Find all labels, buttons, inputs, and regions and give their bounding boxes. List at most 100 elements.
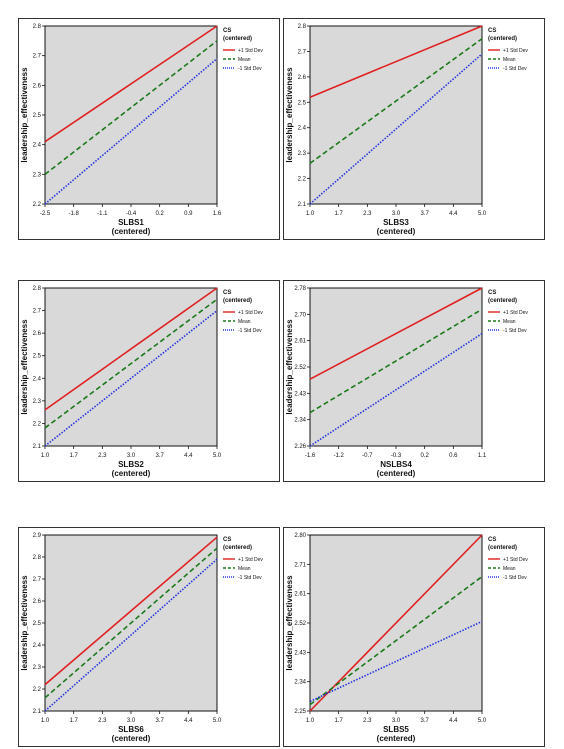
- y-tick-label: 2.7: [298, 49, 307, 55]
- chart-svg: 2.26 2.34 2.43 2.52 2.61 2.70 2.78 -1.6 -1.2 -0.7…: [283, 280, 545, 482]
- x-axis-title: SLBS1: [118, 218, 144, 227]
- legend-entry: -1 Std Dev: [503, 328, 527, 334]
- x-tick-label: 1.7: [69, 453, 78, 459]
- y-tick-label: 2.71: [294, 562, 306, 568]
- x-tick-label: 2.3: [98, 718, 107, 724]
- y-tick-label: 2.6: [33, 331, 42, 337]
- series-line-mean: [309, 308, 483, 414]
- y-tick-label: 2.3: [298, 151, 307, 157]
- y-tick-label: 2.4: [33, 143, 42, 149]
- x-tick-label: 1.0: [306, 718, 315, 724]
- x-tick-label: -0.3: [391, 453, 402, 459]
- legend-title: CS: [488, 28, 496, 34]
- x-tick-label: 2.3: [363, 211, 372, 217]
- legend-title: CS: [223, 28, 231, 34]
- x-axis-title: SLBS6: [118, 725, 144, 734]
- y-tick-label: 2.2: [33, 421, 42, 427]
- legend-subtitle: (centered): [223, 545, 252, 551]
- x-tick-label: 3.0: [392, 718, 401, 724]
- y-tick-label: 2.5: [33, 621, 42, 627]
- series-line-minus-1-std-dev: [44, 309, 218, 447]
- y-tick-label: 2.8: [33, 24, 42, 30]
- y-tick-label: 2.78: [294, 286, 306, 292]
- y-tick-label: 2.1: [33, 444, 42, 450]
- x-axis-title: SLBS5: [383, 725, 409, 734]
- x-axis-title: SLBS2: [118, 460, 144, 469]
- legend-title: CS: [223, 537, 231, 543]
- y-tick-label: 2.7: [33, 309, 42, 315]
- x-tick-label: 3.7: [420, 718, 429, 724]
- legend-entry: +1 Std Dev: [503, 557, 528, 563]
- x-tick-label: 1.0: [41, 453, 50, 459]
- series-line-minus-1-std-dev: [44, 558, 218, 712]
- y-axis-title: leadership_effectiveness: [20, 319, 29, 415]
- x-tick-label: 3.7: [155, 453, 164, 459]
- x-tick-label: 0.2: [420, 453, 429, 459]
- x-tick-label: 4.4: [184, 453, 193, 459]
- chart-svg: 2.25 2.34 2.43 2.52 2.61 2.71 2.80 1.0 1.7 2.3 3.0…: [283, 527, 545, 747]
- legend-entry: Mean: [503, 319, 516, 325]
- chart-panel-nslbs4: 2.26 2.34 2.43 2.52 2.61 2.70 2.78 -1.6 -1.2 -0.7…: [283, 280, 545, 482]
- y-tick-label: 2.43: [294, 391, 306, 397]
- legend-subtitle: (centered): [223, 36, 252, 42]
- y-tick-label: 2.70: [294, 312, 306, 318]
- legend-entry: -1 Std Dev: [503, 575, 527, 581]
- y-tick-label: 2.2: [33, 687, 42, 693]
- x-tick-label: 0.6: [449, 453, 458, 459]
- series-line-minus-1-std-dev: [309, 53, 483, 205]
- series-line-mean: [44, 547, 218, 699]
- legend-entry: +1 Std Dev: [503, 310, 528, 316]
- y-tick-label: 2.8: [33, 555, 42, 561]
- x-tick-label: 4.4: [184, 718, 193, 724]
- x-tick-label: 3.0: [392, 211, 401, 217]
- chart-panel-slbs2: 2.1 2.2 2.3 2.4 2.5 2.6 2.7 2.8 1.0 1.7 2.3 3.0 3.7 4…: [18, 280, 280, 482]
- y-tick-label: 2.43: [294, 650, 306, 656]
- y-tick-label: 2.5: [33, 113, 42, 119]
- y-tick-label: 2.2: [298, 177, 307, 183]
- series-line-plus-1-std-dev: [309, 534, 483, 712]
- y-axis-title: leadership_effectiveness: [285, 67, 294, 163]
- y-tick-label: 2.34: [294, 418, 306, 424]
- chart-svg: 2.1 2.2 2.3 2.4 2.5 2.6 2.7 2.8 2.9 1.0 1.7 2.3 3.0 3…: [18, 527, 280, 747]
- x-tick-label: -1.6: [305, 453, 316, 459]
- series-line-plus-1-std-dev: [44, 536, 218, 686]
- legend-entry: +1 Std Dev: [238, 310, 263, 316]
- y-tick-label: 2.6: [33, 599, 42, 605]
- x-tick-label: 4.4: [449, 211, 458, 217]
- chart-panel-slbs5: 2.25 2.34 2.43 2.52 2.61 2.71 2.80 1.0 1.7 2.3 3.0…: [283, 527, 545, 747]
- plot-area: [44, 287, 218, 447]
- y-tick-label: 2.61: [294, 339, 306, 345]
- y-tick-label: 2.5: [33, 354, 42, 360]
- y-tick-label: 2.3: [33, 172, 42, 178]
- legend-entry: Mean: [238, 57, 251, 63]
- series-line-mean: [309, 575, 483, 706]
- x-axis-subtitle: (centered): [377, 469, 416, 478]
- x-tick-label: 1.1: [478, 453, 487, 459]
- legend-entry: +1 Std Dev: [503, 48, 528, 54]
- y-tick-label: 2.5: [298, 100, 307, 106]
- y-axis-title: leadership_effectiveness: [20, 575, 29, 671]
- legend-title: CS: [488, 537, 496, 543]
- x-axis-subtitle: (centered): [112, 469, 151, 478]
- chart-panel-slbs1: 2.2 2.3 2.4 2.5 2.6 2.7 2.8 -2.5 -1.8 -1.1 -0.4 0.2…: [18, 18, 280, 240]
- series-line-plus-1-std-dev: [44, 25, 218, 143]
- legend-entry: Mean: [503, 566, 516, 572]
- legend-entry: -1 Std Dev: [238, 575, 262, 581]
- y-tick-label: 2.52: [294, 621, 306, 627]
- y-axis-title: leadership_effectiveness: [285, 319, 294, 415]
- series-line-mean: [44, 298, 218, 429]
- series-line-minus-1-std-dev: [309, 332, 483, 447]
- legend-entry: Mean: [238, 319, 251, 325]
- legend-entry: -1 Std Dev: [238, 66, 262, 72]
- x-tick-label: 5.0: [213, 453, 222, 459]
- x-tick-label: 0.2: [155, 211, 164, 217]
- y-tick-label: 2.52: [294, 365, 306, 371]
- legend-title: CS: [223, 290, 231, 296]
- y-tick-label: 2.6: [298, 75, 307, 81]
- y-tick-label: 2.9: [33, 533, 42, 539]
- chart-panel-slbs3: 2.1 2.2 2.3 2.4 2.5 2.6 2.7 2.8 1.0 1.7 2.3 3.0 3.7 4…: [283, 18, 545, 240]
- x-tick-label: 5.0: [478, 211, 487, 217]
- legend-subtitle: (centered): [223, 298, 252, 304]
- x-tick-label: 3.0: [127, 718, 136, 724]
- series-line-plus-1-std-dev: [309, 25, 483, 98]
